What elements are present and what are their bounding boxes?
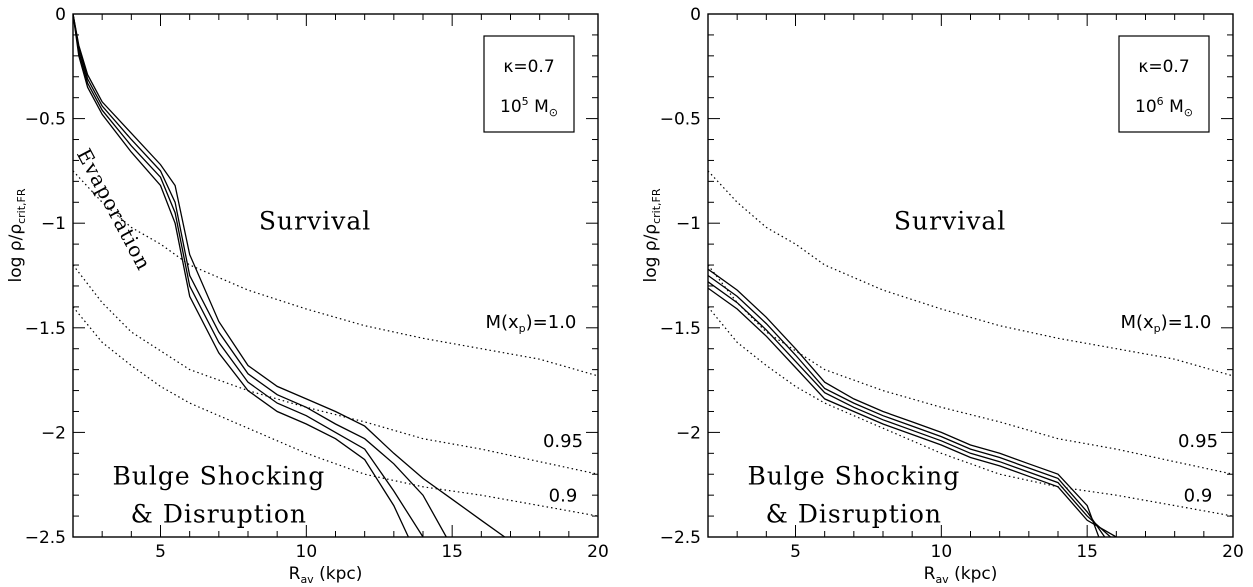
y-axis-title: log ρ/ρcrit,FR [641, 188, 663, 282]
y-tick-label: −0.5 [660, 110, 701, 130]
x-axis-title: Rav (kpc) [924, 564, 998, 586]
survival-label: Survival [259, 206, 371, 235]
evaporation-label: Evaporation [72, 144, 156, 274]
x-axis-title: Rav (kpc) [289, 564, 363, 586]
y-axis-title-main: log ρ/ρ [641, 224, 661, 283]
y-tick-label: −2 [676, 423, 701, 443]
box-mass-exp: 6 [1157, 95, 1164, 108]
box-mass-label: 105 M⊙ [500, 95, 558, 119]
curve-label-m-main: M(x [485, 312, 519, 333]
y-tick-label: −2 [41, 423, 66, 443]
solid-series-line-1 [708, 268, 1100, 537]
box-mass-base: 10 [500, 97, 522, 117]
y-axis-title: log ρ/ρcrit,FR [6, 188, 28, 282]
curve-label-m-main: M(x [1120, 312, 1154, 333]
y-tick-label: −2.5 [25, 528, 66, 548]
box-mass-unit-sub: ⊙ [1184, 106, 1193, 119]
curve-label-1-0: M(xp)=1.0 [1120, 312, 1211, 335]
x-tick-label: 15 [1076, 542, 1098, 562]
box-mass-exp: 5 [522, 95, 529, 108]
chart-panel-2: 5 10 15 20 0 −0.5 −1 −1.5 −2 −2.5 Rav (kpc) log ρ/ρ… [641, 5, 1244, 586]
x-tick-label: 10 [296, 542, 318, 562]
solid-series-line-4 [708, 287, 1117, 537]
survival-label: Survival [894, 206, 1006, 235]
x-tick-label: 5 [790, 542, 801, 562]
bulge-shocking-label: Bulge Shocking [112, 462, 325, 491]
curve-label-0-95: 0.95 [1178, 431, 1218, 452]
curve-label-m-sub: p [519, 322, 526, 335]
x-axis-title-main: R [289, 564, 301, 584]
y-tick-label: 0 [55, 5, 66, 25]
disruption-label: & Disruption [131, 499, 307, 528]
curve-label-0-9: 0.9 [549, 485, 578, 506]
y-tick-label: −1 [41, 214, 66, 234]
x-axis-title-main: R [924, 564, 936, 584]
solid-series-line-2 [73, 14, 424, 537]
box-kappa-label: κ=0.7 [1138, 57, 1189, 77]
y-axis-title-sub: crit,FR [650, 188, 663, 224]
x-axis-title-sub: av [935, 573, 949, 586]
dotted-series-line-3 [708, 306, 1233, 517]
y-axis-title-main: log ρ/ρ [6, 224, 26, 283]
box-mass-unit-sub: ⊙ [549, 106, 558, 119]
solid-series-line-2 [708, 274, 1106, 537]
box-mass-label: 106 M⊙ [1135, 95, 1193, 119]
box-kappa-label: κ=0.7 [503, 57, 554, 77]
y-tick-label: 0 [690, 5, 701, 25]
y-tick-label: −2.5 [660, 528, 701, 548]
x-tick-label: 5 [155, 542, 166, 562]
y-axis-title-sub: crit,FR [15, 188, 28, 224]
curve-label-0-95: 0.95 [543, 431, 583, 452]
dotted-series-line-2 [73, 264, 598, 475]
solid-series-line-4 [73, 14, 506, 537]
solid-series-line-1 [73, 14, 409, 537]
box-mass-unit: M [1164, 97, 1184, 117]
x-axis-title-unit: (kpc) [949, 564, 998, 584]
info-box [483, 35, 575, 133]
curve-label-m-tail: )=1.0 [1161, 312, 1212, 333]
curve-label-m-tail: )=1.0 [526, 312, 577, 333]
bulge-shocking-label: Bulge Shocking [747, 462, 960, 491]
box-mass-unit: M [529, 97, 549, 117]
curve-label-m-sub: p [1154, 322, 1161, 335]
y-tick-label: −1.5 [660, 319, 701, 339]
x-tick-label: 15 [441, 542, 463, 562]
y-tick-label: −0.5 [25, 110, 66, 130]
dotted-series-line-2 [708, 264, 1233, 475]
info-box [1118, 35, 1210, 133]
solid-series-line-3 [73, 14, 447, 537]
box-mass-base: 10 [1135, 97, 1157, 117]
curve-label-1-0: M(xp)=1.0 [485, 312, 576, 335]
y-tick-label: −1.5 [25, 319, 66, 339]
disruption-label: & Disruption [766, 499, 942, 528]
dotted-series-line-3 [73, 306, 598, 517]
series-group [73, 14, 598, 537]
x-tick-label: 10 [931, 542, 953, 562]
x-axis-title-unit: (kpc) [314, 564, 363, 584]
x-tick-label: 20 [1222, 542, 1244, 562]
solid-series-line-3 [708, 281, 1111, 537]
series-group [708, 170, 1233, 537]
x-tick-label: 20 [587, 542, 609, 562]
curve-label-0-9: 0.9 [1184, 485, 1213, 506]
y-tick-label: −1 [676, 214, 701, 234]
x-axis-title-sub: av [300, 573, 314, 586]
